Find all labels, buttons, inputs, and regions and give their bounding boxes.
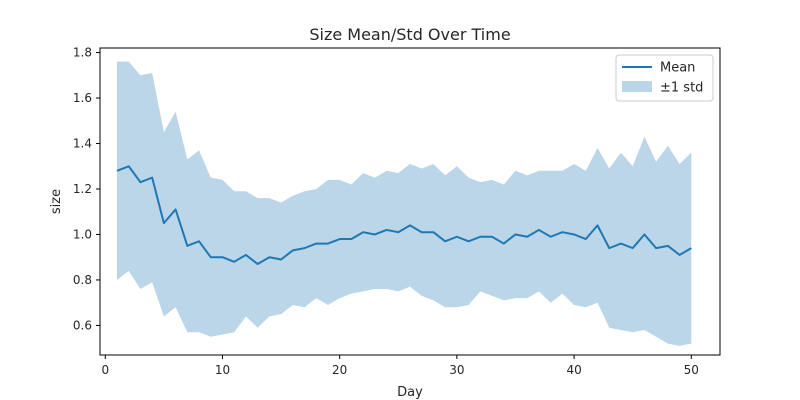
y-axis: 0.6 0.8 1.0 1.2 1.4 1.6 1.8 — [73, 46, 100, 332]
legend-std-label: ±1 std — [660, 81, 703, 96]
y-tick-label: 0.8 — [73, 273, 92, 287]
y-tick-label: 1.8 — [73, 46, 92, 60]
x-tick-label: 50 — [684, 363, 699, 377]
legend: Mean ±1 std — [615, 54, 714, 102]
y-axis-label: size — [49, 189, 64, 214]
x-axis-label: Day — [397, 385, 423, 400]
legend-std-swatch — [622, 81, 652, 92]
x-axis: 0 10 20 30 40 50 — [101, 355, 699, 377]
x-tick-label: 30 — [449, 363, 464, 377]
y-tick-label: 1.2 — [73, 182, 92, 196]
y-tick-label: 0.6 — [73, 318, 92, 332]
x-tick-label: 20 — [332, 363, 347, 377]
mean-line-layer — [116, 165, 692, 266]
y-tick-label: 1.0 — [73, 227, 92, 241]
legend-mean-label: Mean — [660, 61, 695, 76]
y-tick-label: 1.4 — [73, 137, 92, 151]
mean-line — [116, 165, 692, 266]
x-tick-label: 0 — [101, 363, 109, 377]
plot-border — [99, 47, 721, 356]
chart-title: Size Mean/Std Over Time — [309, 25, 510, 44]
std-band — [116, 61, 692, 346]
std-band-layer — [116, 61, 692, 346]
y-tick-label: 1.6 — [73, 91, 92, 105]
x-tick-label: 10 — [215, 363, 230, 377]
x-tick-label: 40 — [566, 363, 581, 377]
